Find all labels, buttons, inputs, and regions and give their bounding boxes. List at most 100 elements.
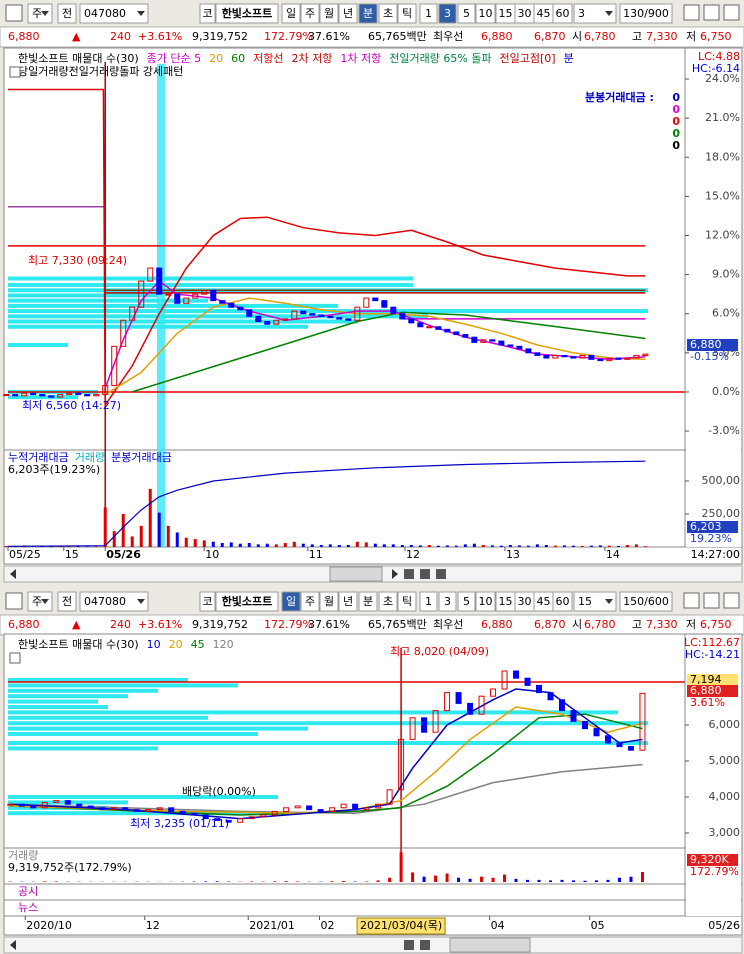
scroll-right[interactable] (392, 569, 398, 579)
toolbar-button[interactable]: 30 (514, 591, 535, 612)
toolbar-button[interactable]: 틱 (397, 591, 417, 612)
button-face[interactable] (79, 3, 149, 24)
scrollbar[interactable] (3, 565, 743, 583)
toolbar-icon[interactable] (703, 4, 720, 21)
toolbar-button[interactable]: 코 (199, 591, 216, 612)
scroll-button[interactable] (420, 569, 430, 579)
toolbar-button[interactable]: 130/900 (619, 3, 673, 24)
toolbar-button[interactable]: 주 (27, 591, 53, 612)
scrollbar-thumb[interactable] (449, 937, 531, 953)
toolbar-button[interactable]: 분 (358, 3, 378, 24)
toolbar-button[interactable]: 10 (475, 591, 496, 612)
toolbar-button[interactable]: 일 (281, 3, 301, 24)
scrollbar-thumb[interactable] (329, 566, 383, 582)
toolbar-button[interactable]: 년 (338, 591, 358, 612)
toolbar-button[interactable]: 1 (419, 591, 438, 612)
button-face[interactable] (573, 3, 617, 24)
toolbar-button[interactable]: 틱 (397, 3, 417, 24)
toolbar-button[interactable]: 일 (281, 591, 301, 612)
toolbar-button[interactable]: 분 (358, 591, 378, 612)
button-face[interactable] (215, 591, 279, 612)
button-face[interactable] (552, 3, 573, 24)
scrollbar[interactable] (3, 936, 743, 954)
button-face[interactable] (397, 3, 417, 24)
toolbar-icon[interactable] (723, 4, 740, 21)
toolbar-icon[interactable] (683, 4, 700, 21)
toolbar-button[interactable]: 년 (338, 3, 358, 24)
toolbar-button[interactable]: 주 (27, 3, 53, 24)
button-face[interactable] (573, 591, 617, 612)
toolbar-button[interactable]: 047080 (79, 3, 149, 24)
toolbar-button[interactable]: 월 (319, 3, 339, 24)
button-face[interactable] (378, 3, 398, 24)
toolbar-button[interactable]: 45 (533, 3, 554, 24)
toolbar-icon[interactable] (683, 592, 700, 609)
toolbar-icon[interactable] (703, 592, 720, 609)
button-face[interactable] (378, 591, 398, 612)
button-face[interactable] (199, 3, 216, 24)
button-face[interactable] (475, 3, 496, 24)
toolbar-button[interactable]: 초 (378, 3, 398, 24)
button-face[interactable] (438, 3, 457, 24)
toolbar-button[interactable]: 60 (552, 3, 573, 24)
button-face[interactable] (300, 3, 320, 24)
button-face[interactable] (338, 591, 358, 612)
button-face[interactable] (358, 591, 378, 612)
toolbar-button[interactable]: 5 (457, 3, 476, 24)
toolbar-button[interactable]: 047080 (79, 591, 149, 612)
toolbar-button[interactable]: 3 (438, 591, 457, 612)
button-face[interactable] (338, 3, 358, 24)
button-face[interactable] (199, 591, 216, 612)
toolbar-button[interactable]: 60 (552, 591, 573, 612)
button-face[interactable] (552, 591, 573, 612)
toolbar-button[interactable]: 150/600 (619, 591, 673, 612)
toolbar-button[interactable]: 한빛소프트 (215, 3, 279, 24)
toolbar-button[interactable]: 3 (438, 3, 457, 24)
toolbar-button[interactable]: 5 (457, 591, 476, 612)
button-face[interactable] (281, 591, 301, 612)
toolbar-button[interactable]: 월 (319, 591, 339, 612)
button-face[interactable] (215, 3, 279, 24)
toolbar-button[interactable]: 15 (495, 3, 516, 24)
toolbar-icon[interactable] (723, 592, 740, 609)
toolbar-button[interactable]: 코 (199, 3, 216, 24)
button-face[interactable] (419, 591, 438, 612)
toolbar-button[interactable]: 전 (57, 3, 77, 24)
scroll-left[interactable] (10, 569, 16, 579)
button-face[interactable] (419, 3, 438, 24)
toolbar-button[interactable]: 주 (300, 591, 320, 612)
button-face[interactable] (57, 591, 77, 612)
scroll-left[interactable] (10, 940, 16, 950)
button-face[interactable] (27, 591, 53, 612)
button-face[interactable] (300, 591, 320, 612)
scroll-button[interactable] (404, 940, 414, 950)
toolbar-button[interactable]: 1 (419, 3, 438, 24)
toolbar-button[interactable]: 45 (533, 591, 554, 612)
toolbar-button[interactable]: 10 (475, 3, 496, 24)
toolbar-button[interactable]: 15 (573, 591, 617, 612)
toolbar-button[interactable]: 주 (300, 3, 320, 24)
toolbar-button[interactable]: 15 (495, 591, 516, 612)
toolbar-button[interactable]: 전 (57, 591, 77, 612)
toolbar-button[interactable]: 3 (573, 3, 617, 24)
button-face[interactable] (358, 3, 378, 24)
button-face[interactable] (619, 591, 673, 612)
scroll-button[interactable] (436, 569, 446, 579)
button-face[interactable] (319, 591, 339, 612)
scroll-button[interactable] (420, 940, 430, 950)
button-face[interactable] (27, 3, 53, 24)
button-face[interactable] (457, 3, 476, 24)
button-face[interactable] (457, 591, 476, 612)
button-face[interactable] (57, 3, 77, 24)
toolbar-button[interactable]: 30 (514, 3, 535, 24)
button-face[interactable] (319, 3, 339, 24)
toolbar-button[interactable]: 한빛소프트 (215, 591, 279, 612)
toolbar-button[interactable]: 초 (378, 591, 398, 612)
button-face[interactable] (619, 3, 673, 24)
scroll-button[interactable] (404, 569, 414, 579)
button-face[interactable] (79, 591, 149, 612)
button-face[interactable] (397, 591, 417, 612)
button-face[interactable] (281, 3, 301, 24)
button-face[interactable] (475, 591, 496, 612)
button-face[interactable] (438, 591, 457, 612)
